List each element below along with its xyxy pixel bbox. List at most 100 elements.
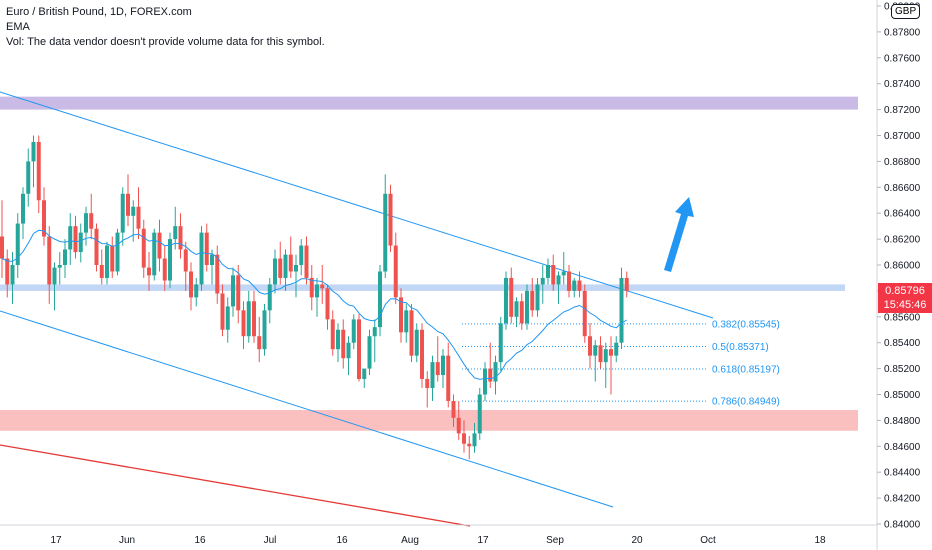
candle-body xyxy=(493,362,498,382)
candle xyxy=(472,422,477,453)
candle xyxy=(514,297,519,328)
candle xyxy=(467,435,472,460)
candle xyxy=(231,267,235,317)
candle-body xyxy=(115,232,120,272)
candle-body xyxy=(393,245,398,298)
support-zone xyxy=(0,410,858,431)
candle-body xyxy=(94,228,99,265)
candle-body xyxy=(5,258,10,285)
candle-body xyxy=(346,342,351,359)
candle xyxy=(189,262,193,311)
candle xyxy=(346,336,351,376)
price-tick-label: 0.87600 xyxy=(884,53,921,64)
fib-layer: 0.382(0.85545) 0.5(0.85371) 0.618(0.85197)… xyxy=(462,319,780,408)
candle xyxy=(320,265,325,304)
candle xyxy=(178,213,183,259)
candle xyxy=(315,277,319,317)
candle-body xyxy=(262,310,267,350)
currency-badge[interactable]: GBP xyxy=(891,4,921,19)
candle-body xyxy=(467,443,472,447)
candle xyxy=(504,271,508,330)
candle-body xyxy=(288,254,293,272)
candle-body xyxy=(173,226,178,240)
candle xyxy=(173,206,178,250)
channel-lower-line xyxy=(0,310,614,508)
candle-body xyxy=(194,284,199,298)
candle xyxy=(294,254,298,298)
candle-body xyxy=(341,329,346,359)
candle xyxy=(367,329,372,376)
candle xyxy=(446,342,451,408)
candle xyxy=(399,288,403,343)
candle xyxy=(99,249,104,285)
price-tick-label: 0.85000 xyxy=(884,390,921,401)
candle-body xyxy=(168,239,172,281)
candle-body xyxy=(31,141,36,162)
time-tick-label: 17 xyxy=(50,535,62,546)
candle xyxy=(241,301,246,350)
indicator-label[interactable]: EMA xyxy=(6,21,30,33)
candle xyxy=(0,200,4,278)
candle xyxy=(262,303,267,356)
candle xyxy=(84,206,88,246)
price-axis[interactable]: 0.880000.878000.876000.874000.872000.870… xyxy=(877,2,921,531)
price-axis-background[interactable] xyxy=(877,0,932,550)
candle-body xyxy=(336,329,340,350)
candle-body xyxy=(257,336,262,350)
candle xyxy=(52,262,57,311)
candle xyxy=(372,319,377,363)
candle xyxy=(456,400,461,440)
symbol-title[interactable]: Euro / British Pound, 1D, FOREX.com xyxy=(6,6,192,18)
candle xyxy=(567,265,571,298)
candle xyxy=(588,323,592,369)
candle xyxy=(483,362,487,401)
candle-body xyxy=(299,245,304,265)
candle xyxy=(220,284,225,337)
candle-body xyxy=(26,161,31,194)
candle-body xyxy=(63,249,67,265)
candle-body xyxy=(330,319,335,350)
candle-body xyxy=(404,310,409,333)
candle-body xyxy=(388,193,393,246)
candle xyxy=(73,215,78,259)
candle xyxy=(215,245,220,304)
projection-arrow xyxy=(664,197,694,272)
candle-body xyxy=(514,301,519,317)
candle xyxy=(42,187,46,246)
candle xyxy=(357,314,361,382)
last-price-value: 0.85796 xyxy=(885,285,925,297)
fib-label-2: 0.618(0.85197) xyxy=(712,364,780,375)
time-tick-label: 18 xyxy=(814,535,826,546)
fib-label-3: 0.786(0.84949) xyxy=(712,397,780,408)
candle-body xyxy=(551,265,556,285)
candle-body xyxy=(78,232,83,253)
candle-body xyxy=(105,245,109,278)
candle xyxy=(362,368,367,389)
time-tick-label: 16 xyxy=(194,535,206,546)
candle xyxy=(619,267,624,350)
price-tick-label: 0.84800 xyxy=(884,416,921,427)
candle-body xyxy=(624,277,629,291)
candle-body xyxy=(21,193,25,224)
candle-body xyxy=(220,293,225,330)
time-axis[interactable]: 17 Jun 16 Jul 16 Aug 17 Sep 20 Oct 18 xyxy=(50,535,826,546)
candle-body xyxy=(110,245,115,272)
candle xyxy=(157,219,162,272)
candle-body xyxy=(183,249,188,272)
candle xyxy=(546,258,550,285)
candle-body xyxy=(236,275,241,311)
candle-body xyxy=(52,267,57,285)
price-tick-label: 0.87800 xyxy=(884,27,921,38)
candle xyxy=(15,213,20,278)
fib-label-1: 0.5(0.85371) xyxy=(712,342,769,353)
candle-body xyxy=(36,141,41,201)
candle xyxy=(404,303,409,343)
candle-body xyxy=(546,265,550,278)
candle xyxy=(425,371,430,408)
candle xyxy=(283,249,288,291)
candle-body xyxy=(435,362,440,376)
price-tick-label: 0.85400 xyxy=(884,338,921,349)
candle xyxy=(462,420,466,453)
candle-body xyxy=(225,306,230,330)
